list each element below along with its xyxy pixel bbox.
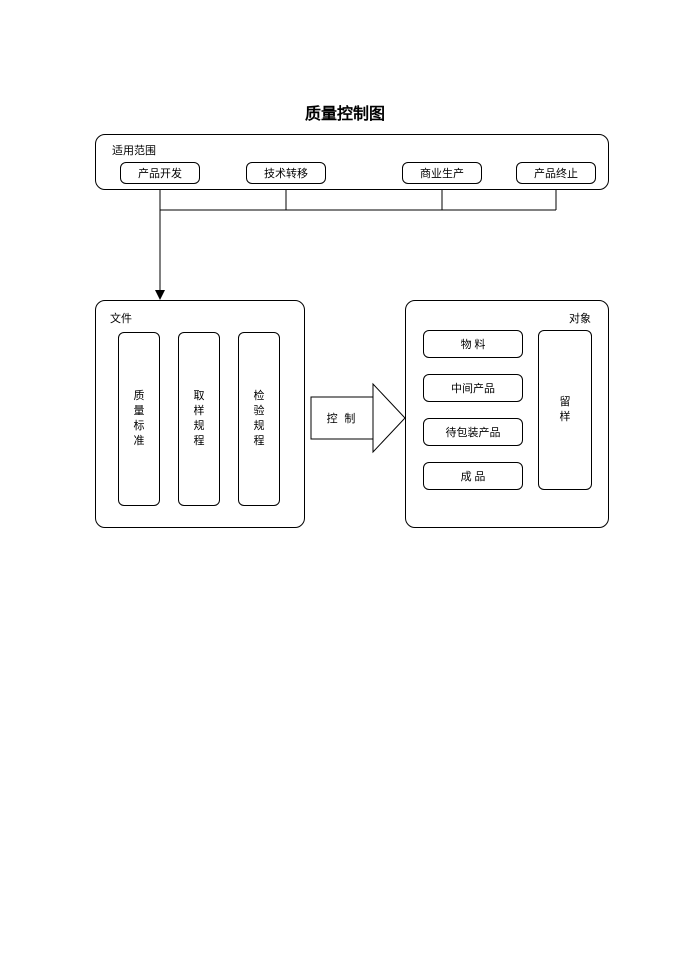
scope-label: 适用范围 [112,142,156,158]
objects-label: 对象 [569,310,591,326]
phase-comm: 商业生产 [402,162,482,184]
doc-sampling: 取样规程 [178,332,220,506]
obj-intermed: 中间产品 [423,374,523,402]
obj-retention: 留样 [538,330,592,490]
documents-label: 文件 [110,310,132,326]
doc-testing: 检验规程 [238,332,280,506]
obj-prepack: 待包装产品 [423,418,523,446]
page-title: 质量控制图 [0,100,690,124]
phase-tech: 技术转移 [246,162,326,184]
phase-dev: 产品开发 [120,162,200,184]
diagram-canvas: 质量控制图 适用范围 产品开发 技术转移 商业生产 产品终止 文件 质量标准取样规程检… [0,0,690,975]
arrow-label: 控 制 [311,397,373,439]
doc-quality: 质量标准 [118,332,160,506]
obj-material: 物 料 [423,330,523,358]
obj-finished: 成 品 [423,462,523,490]
phase-end: 产品终止 [516,162,596,184]
